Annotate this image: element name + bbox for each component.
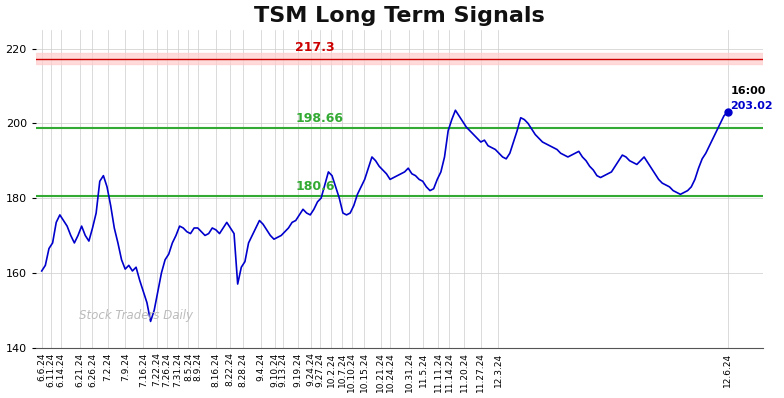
Title: TSM Long Term Signals: TSM Long Term Signals [254, 6, 545, 25]
Text: 180.6: 180.6 [296, 180, 335, 193]
Text: 16:00: 16:00 [731, 86, 766, 96]
Bar [36, 53, 763, 64]
Text: 198.66: 198.66 [296, 112, 343, 125]
Text: 203.02: 203.02 [731, 101, 773, 111]
Text: 217.3: 217.3 [296, 41, 335, 54]
Text: Stock Traders Daily: Stock Traders Daily [79, 309, 194, 322]
